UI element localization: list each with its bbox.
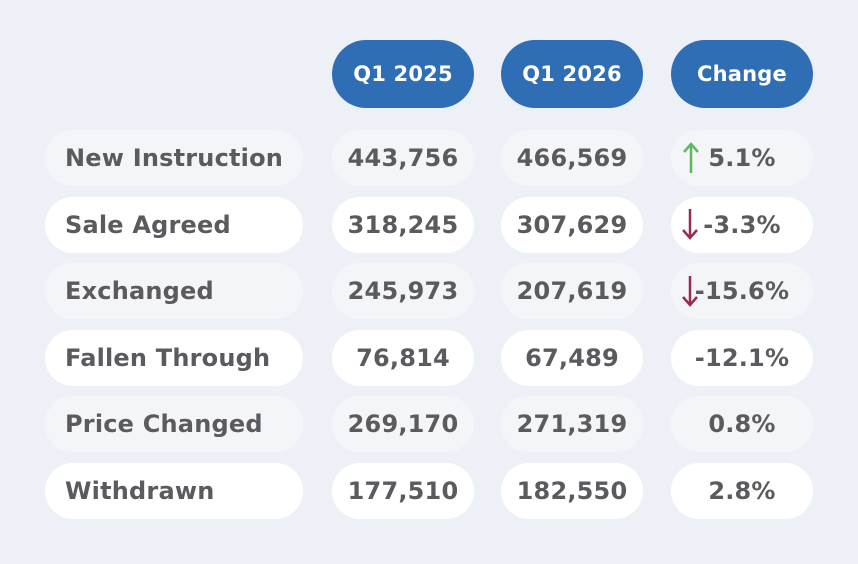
value-cell: 466,569 (501, 130, 643, 186)
change-cell: 5.1% (671, 130, 813, 186)
down-arrow (682, 276, 698, 307)
value-cell: 245,973 (332, 263, 474, 320)
change-cell: -12.1% (671, 329, 813, 386)
value-cell: 269,170 (332, 396, 474, 453)
row-label: Exchanged (45, 263, 303, 320)
value-cell: 76,814 (332, 329, 474, 386)
value-cell: 67,489 (501, 329, 643, 386)
column-header: Change (671, 40, 813, 108)
value-cell: 318,245 (332, 196, 474, 253)
up-arrow (683, 142, 699, 173)
row-label: Sale Agreed (45, 196, 303, 253)
value-cell: 207,619 (501, 263, 643, 320)
row-label: Fallen Through (45, 329, 303, 386)
row-label: Price Changed (45, 396, 303, 453)
value-cell: 307,629 (501, 196, 643, 253)
value-cell: 182,550 (501, 463, 643, 519)
change-cell: -15.6% (671, 263, 813, 320)
column-header: Q1 2025 (332, 40, 474, 108)
row-label: New Instruction (45, 130, 303, 186)
change-cell: 2.8% (671, 463, 813, 519)
value-cell: 271,319 (501, 396, 643, 453)
value-cell: 177,510 (332, 463, 474, 519)
change-cell: 0.8% (671, 396, 813, 453)
down-arrow (682, 209, 698, 240)
row-label: Withdrawn (45, 463, 303, 519)
value-cell: 443,756 (332, 130, 474, 186)
column-header: Q1 2026 (501, 40, 643, 108)
change-cell: -3.3% (671, 196, 813, 253)
